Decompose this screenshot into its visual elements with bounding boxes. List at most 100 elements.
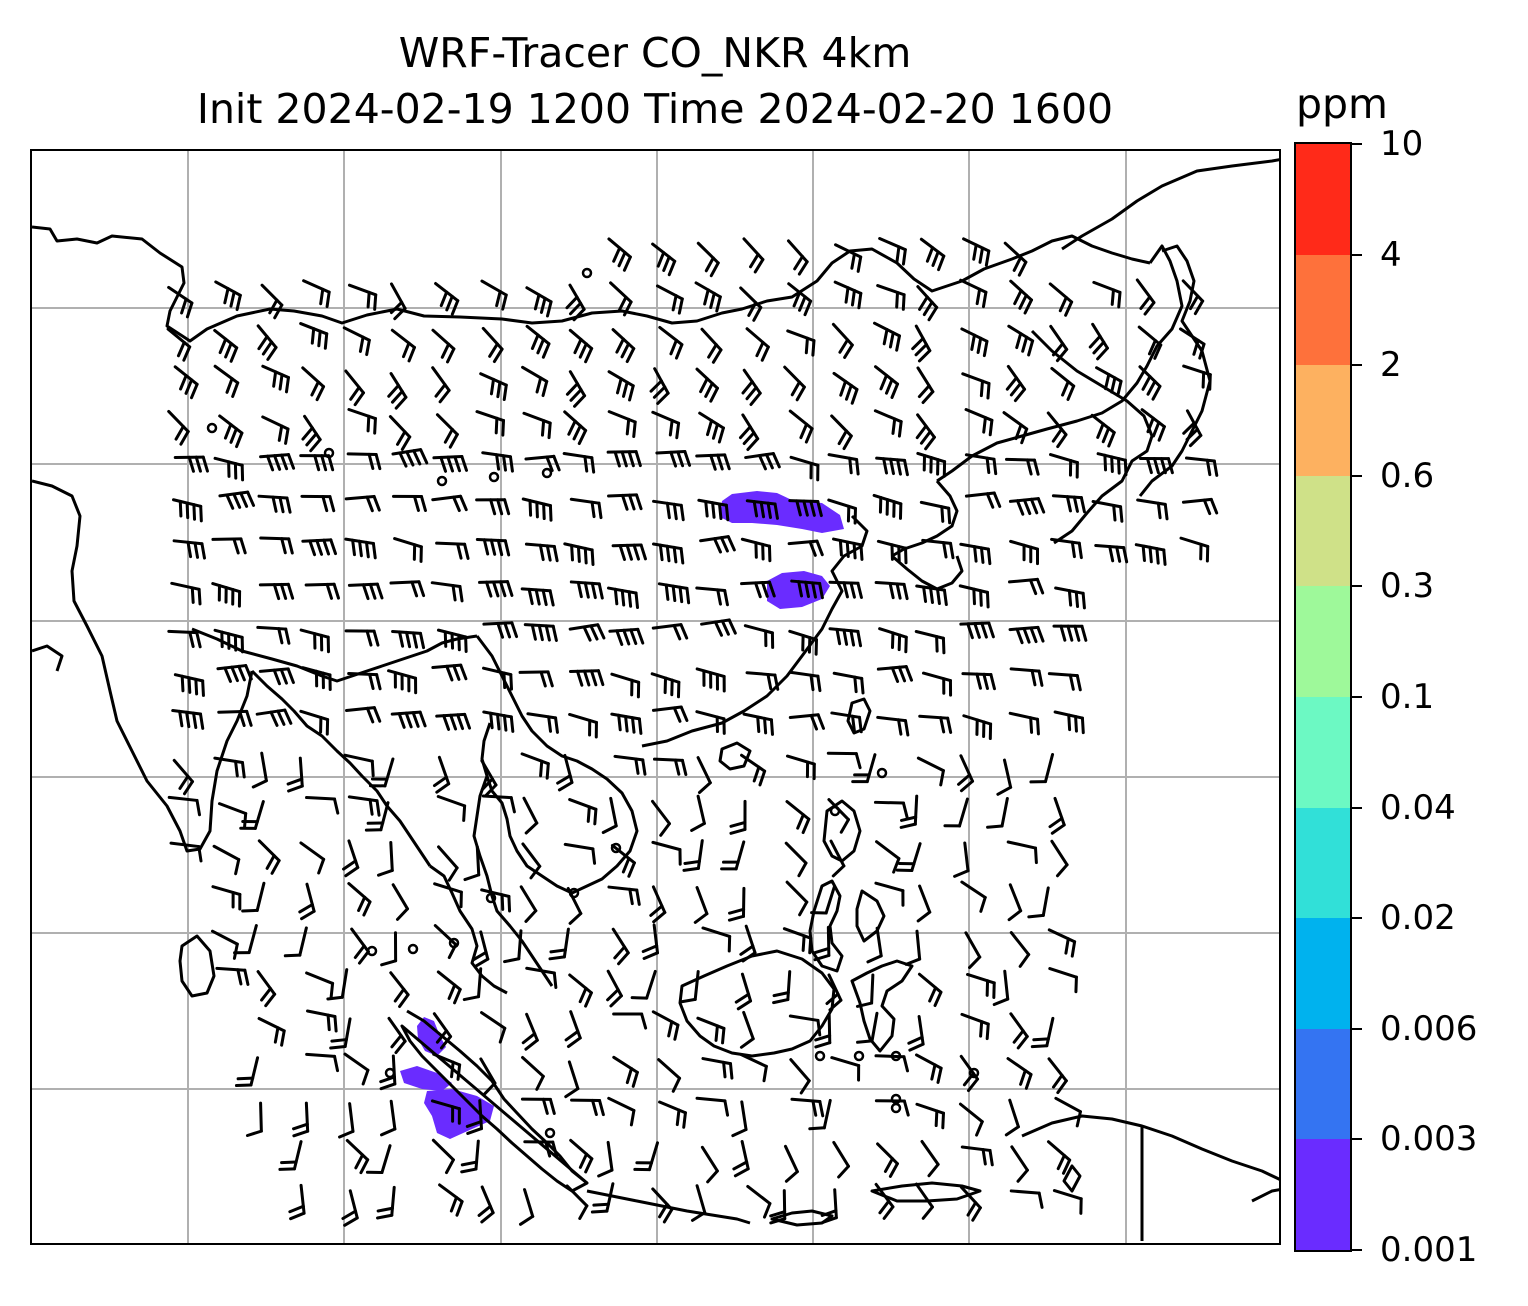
wind-barb: [1006, 1057, 1033, 1090]
wind-barb: [609, 281, 633, 317]
wind-barb: [1182, 364, 1212, 391]
calm-wind-marker: [568, 887, 580, 899]
wind-barb: [607, 1096, 636, 1127]
wind-barb: [388, 415, 412, 451]
colorbar-tick-label: 0.04: [1380, 787, 1456, 828]
wind-barb: [788, 499, 823, 518]
wind-barb: [217, 802, 248, 830]
wind-barb: [465, 1099, 483, 1135]
coastline-segment: [850, 959, 914, 1053]
wind-barb: [523, 623, 558, 642]
wind-barb: [344, 537, 377, 560]
wind-barb: [1004, 457, 1040, 476]
wind-barb: [914, 1182, 934, 1220]
wind-barb: [918, 714, 953, 734]
coastline-segment: [250, 669, 432, 867]
wind-barb: [613, 754, 647, 776]
wind-barb: [696, 756, 712, 795]
wind-barb: [695, 710, 726, 735]
calm-wind-marker: [544, 1127, 556, 1139]
wind-barb: [431, 663, 468, 682]
wind-barb: [651, 1187, 674, 1224]
colorbar-tick-label: 2: [1380, 345, 1402, 386]
wind-barb: [526, 712, 559, 734]
wind-barb: [828, 580, 863, 599]
calm-wind-marker: [890, 1102, 902, 1114]
wind-barb: [915, 1053, 943, 1084]
wind-barb: [326, 968, 349, 1001]
wind-barb: [342, 326, 371, 357]
wind-barb: [342, 839, 360, 878]
wind-barb: [610, 843, 636, 878]
wind-barb: [211, 582, 242, 608]
wind-barb: [431, 1138, 455, 1175]
wind-barb: [432, 755, 451, 794]
wind-barb: [649, 885, 667, 924]
wind-barb: [1052, 624, 1088, 642]
wind-barb: [782, 927, 813, 955]
wind-barb: [1048, 796, 1066, 835]
wind-barb: [481, 451, 514, 473]
wind-barb: [916, 451, 947, 478]
wind-barb: [482, 710, 515, 733]
wind-barb: [437, 845, 459, 882]
wind-barb: [698, 411, 725, 444]
wind-barb: [257, 1016, 286, 1047]
wind-barb: [826, 751, 862, 770]
wind-barb: [480, 759, 498, 798]
wind-barb: [961, 372, 991, 400]
wind-barb: [732, 1139, 750, 1178]
wind-barb: [288, 1183, 306, 1221]
colorbar-tick: [1352, 696, 1362, 698]
wind-barb: [173, 673, 205, 697]
wind-barb: [958, 1102, 984, 1137]
wind-barb: [1008, 625, 1045, 645]
wind-barb: [305, 1052, 340, 1073]
wind-barb: [213, 756, 246, 779]
wind-barb: [917, 972, 943, 1008]
wind-barb: [300, 494, 336, 513]
wind-barb: [696, 241, 720, 278]
wind-barb: [338, 1102, 355, 1139]
wind-barb: [433, 882, 463, 909]
wind-barb: [966, 972, 996, 999]
wind-barb: [214, 280, 242, 312]
wind-barb: [740, 753, 767, 787]
wind-barb: [1050, 366, 1076, 401]
wind-barb: [261, 364, 290, 394]
wind-barb: [641, 923, 660, 960]
calm-wind-marker: [853, 1050, 865, 1062]
wind-barb: [390, 710, 427, 729]
wind-barb: [693, 886, 709, 924]
calm-wind-marker: [829, 805, 841, 817]
colorbar-tick: [1352, 585, 1362, 588]
wind-barb: [260, 283, 284, 320]
wind-barb: [435, 413, 459, 449]
calm-wind-marker: [890, 1093, 902, 1105]
calm-wind-marker: [488, 471, 500, 483]
coastline-segment: [822, 799, 862, 863]
wind-barb: [482, 666, 514, 691]
wind-barb: [907, 1014, 925, 1052]
wind-barb: [855, 973, 875, 1008]
wind-barb: [344, 494, 381, 513]
wind-barb: [347, 582, 384, 601]
colorbar-tick: [1352, 1138, 1362, 1141]
wind-barb: [829, 839, 846, 878]
coastline-segment: [178, 934, 216, 998]
wind-barb: [964, 931, 982, 970]
wind-barb: [233, 924, 258, 955]
wind-barb: [830, 1056, 861, 1082]
wind-barb: [1007, 324, 1035, 357]
wind-barb: [813, 925, 831, 962]
wind-barb: [734, 972, 753, 1011]
coastline-segment: [718, 741, 752, 771]
wind-barb: [346, 452, 382, 471]
wind-barb: [568, 623, 606, 642]
wind-barb: [878, 627, 908, 654]
wind-barb: [651, 705, 689, 723]
tracer-plumes: [400, 491, 844, 1139]
wind-barb: [739, 1010, 755, 1049]
wind-barb: [524, 542, 559, 563]
wind-barb: [1004, 1098, 1020, 1137]
